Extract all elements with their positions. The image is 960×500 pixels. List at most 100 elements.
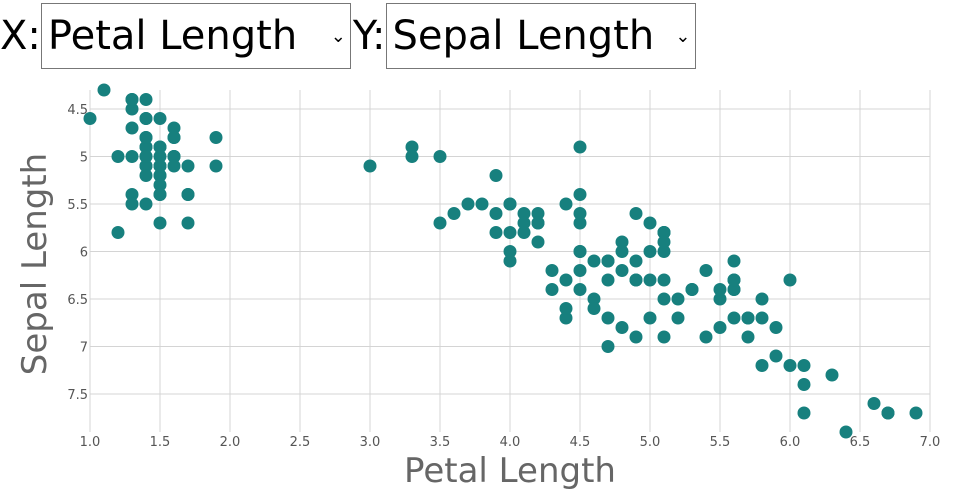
data-point [657,235,671,249]
x-tick-label: 1.5 [150,435,171,450]
x-tick-label: 2.5 [290,435,311,450]
data-point [909,406,923,420]
data-point [573,264,587,277]
data-point [615,235,629,249]
data-point [531,235,545,249]
data-point [559,197,573,211]
data-point [139,131,153,144]
data-point [517,216,531,230]
data-point [153,150,167,163]
data-point [503,245,517,258]
data-point [167,121,181,135]
data-point [727,311,741,325]
data-point [727,283,741,296]
data-point [503,254,517,268]
data-point [713,283,727,296]
data-point [111,226,125,239]
data-point [573,283,587,296]
data-point [139,93,153,106]
y-axis-select[interactable]: Sepal Length ⌄ [385,3,696,69]
data-point [447,207,461,220]
data-point [181,188,195,201]
data-point [139,150,153,163]
data-point [587,292,601,306]
data-point [461,197,475,211]
data-point [643,273,657,287]
data-point [615,245,629,258]
data-point [153,112,167,125]
data-point [629,273,643,287]
data-point [615,264,629,277]
data-point [741,330,755,344]
x-tick-label: 3.0 [360,435,381,450]
data-point [531,216,545,230]
data-point [503,197,517,211]
x-axis-select[interactable]: Petal Length ⌄ [40,3,351,69]
data-point [125,93,139,106]
data-point [601,311,615,325]
data-point [125,102,139,116]
data-point [83,112,97,125]
x-tick-label: 7.0 [920,435,941,450]
data-point [601,340,615,353]
data-point [433,150,447,163]
data-point [125,150,139,163]
y-axis-label: Y: [352,13,386,59]
data-point [657,330,671,344]
data-point [503,226,517,239]
data-point [727,254,741,268]
data-point [209,131,223,144]
data-point [797,359,811,372]
data-point [629,207,643,220]
data-point [587,302,601,315]
data-point [125,121,139,135]
data-point [671,311,685,325]
data-point [559,311,573,325]
data-point [489,207,503,220]
x-tick-label: 1.0 [80,435,101,450]
data-point [769,321,783,334]
data-point [545,264,559,277]
y-tick-label: 5.5 [67,198,88,213]
x-tick-label: 2.0 [220,435,241,450]
data-point [433,216,447,230]
data-point [615,321,629,334]
data-point [573,216,587,230]
x-tick-label: 4.5 [570,435,591,450]
data-point [209,159,223,173]
x-tick-label: 5.0 [640,435,661,450]
data-point [125,188,139,201]
data-point [153,159,167,173]
data-point [867,397,881,410]
chevron-down-icon: ⌄ [675,26,691,47]
data-point [783,359,797,372]
data-point [783,273,797,287]
data-point [657,226,671,239]
data-point [181,216,195,230]
data-point [727,273,741,287]
data-point [363,159,377,173]
data-point [713,321,727,334]
data-point [741,311,755,325]
data-point [559,273,573,287]
x-tick-label: 3.5 [430,435,451,450]
data-point [671,292,685,306]
data-point [629,254,643,268]
data-point [699,264,713,277]
data-point [643,216,657,230]
y-axis-title: Sepal Length [15,153,55,375]
x-tick-label: 4.0 [500,435,521,450]
data-point [881,406,895,420]
data-point [517,207,531,220]
data-point [139,169,153,182]
data-point [713,292,727,306]
data-point [587,254,601,268]
data-point [573,188,587,201]
chevron-down-icon: ⌄ [330,26,346,47]
data-point [797,378,811,391]
data-point [405,140,419,154]
data-point [755,311,769,325]
data-point [545,283,559,296]
axis-controls: X: Petal Length ⌄ Y: Sepal Length ⌄ [0,0,696,72]
data-point [797,406,811,420]
